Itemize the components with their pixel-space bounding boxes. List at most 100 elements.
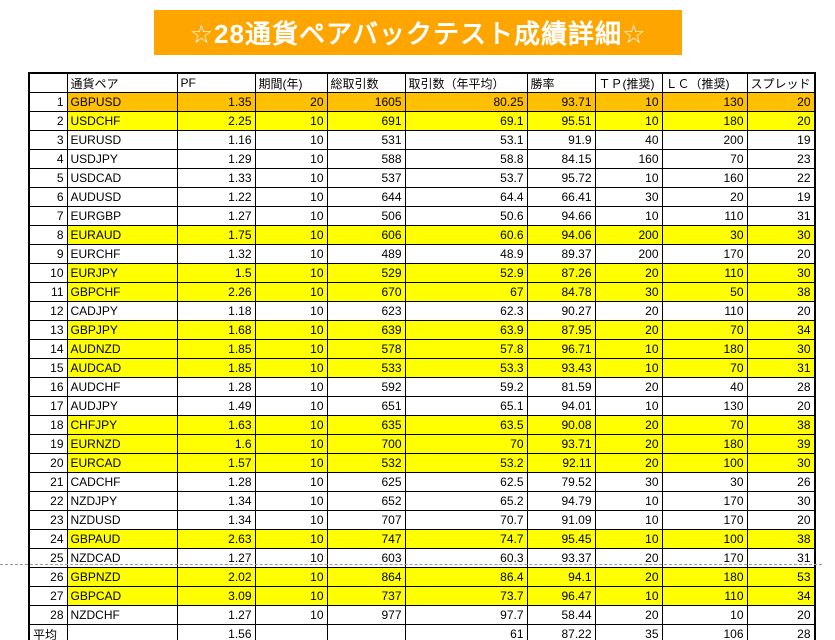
- row-number-cell: 19: [28, 434, 68, 454]
- table-row: 6 AUDUSD 1.22 10 644 64.4 66.41 30 20 19: [28, 187, 816, 207]
- backtest-table: 通貨ペア PF 期間(年) 総取引数 取引数（年平均） 勝率 ＴＰ(推奨) ＬＣ（推奨) スプレ…: [28, 72, 816, 640]
- value-cell: 57.8: [404, 339, 528, 359]
- value-cell: 200: [661, 130, 748, 150]
- value-cell: 130: [661, 396, 748, 416]
- value-cell: 2.63: [176, 529, 256, 549]
- currency-pair-cell: GBPJPY: [66, 320, 178, 340]
- corner-cell: [28, 72, 68, 93]
- value-cell: 623: [326, 301, 406, 321]
- currency-pair-cell: USDJPY: [66, 149, 178, 169]
- value-cell: 100: [661, 529, 748, 549]
- value-cell: 578: [326, 339, 406, 359]
- value-cell: 92.11: [526, 453, 596, 473]
- value-cell: 70.7: [404, 510, 528, 530]
- currency-pair-cell: EURUSD: [66, 130, 178, 150]
- value-cell: 40: [661, 377, 748, 397]
- value-cell: 10: [594, 111, 663, 131]
- value-cell: 20: [254, 92, 328, 112]
- value-cell: 84.15: [526, 149, 596, 169]
- value-cell: 62.5: [404, 472, 528, 492]
- value-cell: 1.33: [176, 168, 256, 188]
- value-cell: 19: [746, 130, 816, 150]
- value-cell: 20: [594, 301, 663, 321]
- row-number-cell: 13: [28, 320, 68, 340]
- value-cell: 53.3: [404, 358, 528, 378]
- value-cell: 489: [326, 244, 406, 264]
- value-cell: 180: [661, 434, 748, 454]
- value-cell: 89.37: [526, 244, 596, 264]
- value-cell: 10: [254, 453, 328, 473]
- value-cell: 10: [254, 282, 328, 302]
- value-cell: 63.5: [404, 415, 528, 435]
- value-cell: 60.3: [404, 548, 528, 568]
- value-cell: 64.4: [404, 187, 528, 207]
- value-cell: 3.09: [176, 586, 256, 606]
- row-number-cell: 22: [28, 491, 68, 511]
- value-cell: 537: [326, 168, 406, 188]
- value-cell: 86.4: [404, 567, 528, 587]
- value-cell: 10: [254, 358, 328, 378]
- value-cell: 20: [746, 301, 816, 321]
- value-cell: 20: [594, 377, 663, 397]
- value-cell: 34: [746, 586, 816, 606]
- value-cell: 1.29: [176, 149, 256, 169]
- value-cell: 2.26: [176, 282, 256, 302]
- value-cell: 639: [326, 320, 406, 340]
- row-number-cell: 7: [28, 206, 68, 226]
- value-cell: 1.27: [176, 548, 256, 568]
- value-cell: 529: [326, 263, 406, 283]
- value-cell: 532: [326, 453, 406, 473]
- value-cell: 22: [746, 168, 816, 188]
- value-cell: 30: [746, 263, 816, 283]
- value-cell: 606: [326, 225, 406, 245]
- value-cell: 87.26: [526, 263, 596, 283]
- value-cell: 94.1: [526, 567, 596, 587]
- table-row: 19 EURNZD 1.6 10 700 70 93.71 20 180 39: [28, 434, 816, 454]
- value-cell: 31: [746, 358, 816, 378]
- value-cell: 94.01: [526, 396, 596, 416]
- average-value-cell: 61: [404, 624, 528, 640]
- value-cell: 10: [254, 149, 328, 169]
- table-body: 1 GBPUSD 1.35 20 1605 80.25 93.71 10 130 20 2 USDCH…: [28, 92, 816, 640]
- value-cell: 70: [661, 320, 748, 340]
- value-cell: 1.27: [176, 206, 256, 226]
- column-header: 通貨ペア: [66, 72, 178, 93]
- value-cell: 31: [746, 206, 816, 226]
- currency-pair-cell: GBPNZD: [66, 567, 178, 587]
- value-cell: 10: [594, 339, 663, 359]
- value-cell: 864: [326, 567, 406, 587]
- value-cell: 20: [594, 320, 663, 340]
- row-number-cell: 12: [28, 301, 68, 321]
- currency-pair-cell: EURCHF: [66, 244, 178, 264]
- value-cell: 38: [746, 415, 816, 435]
- value-cell: 38: [746, 282, 816, 302]
- value-cell: 10: [594, 206, 663, 226]
- value-cell: 53: [746, 567, 816, 587]
- value-cell: 30: [594, 187, 663, 207]
- value-cell: 58.44: [526, 605, 596, 625]
- value-cell: 10: [254, 396, 328, 416]
- value-cell: 70: [661, 415, 748, 435]
- value-cell: 1.16: [176, 130, 256, 150]
- currency-pair-cell: EURGBP: [66, 206, 178, 226]
- value-cell: 10: [594, 586, 663, 606]
- currency-pair-cell: NZDCHF: [66, 605, 178, 625]
- row-number-cell: 28: [28, 605, 68, 625]
- value-cell: 50: [661, 282, 748, 302]
- value-cell: 93.43: [526, 358, 596, 378]
- value-cell: 10: [594, 510, 663, 530]
- value-cell: 506: [326, 206, 406, 226]
- value-cell: 20: [594, 415, 663, 435]
- table-row: 16 AUDCHF 1.28 10 592 59.2 81.59 20 40 28: [28, 377, 816, 397]
- value-cell: 62.3: [404, 301, 528, 321]
- value-cell: 73.7: [404, 586, 528, 606]
- value-cell: 2.02: [176, 567, 256, 587]
- value-cell: 603: [326, 548, 406, 568]
- value-cell: 20: [594, 605, 663, 625]
- currency-pair-cell: [66, 624, 178, 640]
- value-cell: 40: [594, 130, 663, 150]
- value-cell: 1.63: [176, 415, 256, 435]
- average-label-cell: 平均: [28, 624, 68, 640]
- value-cell: 588: [326, 149, 406, 169]
- currency-pair-cell: CADJPY: [66, 301, 178, 321]
